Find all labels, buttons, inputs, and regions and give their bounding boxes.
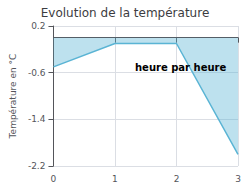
svg-text:0.2: 0.2 bbox=[31, 21, 45, 31]
svg-text:0: 0 bbox=[51, 174, 57, 184]
svg-text:Température en °C: Température en °C bbox=[8, 54, 18, 140]
svg-text:-1.4: -1.4 bbox=[28, 114, 46, 124]
svg-text:2: 2 bbox=[174, 174, 180, 184]
svg-text:-2.2: -2.2 bbox=[28, 161, 46, 171]
svg-text:3: 3 bbox=[235, 174, 241, 184]
svg-text:Evolution de la température: Evolution de la température bbox=[41, 6, 210, 20]
svg-text:heure par heure: heure par heure bbox=[135, 62, 226, 73]
svg-text:-0.6: -0.6 bbox=[28, 68, 46, 78]
svg-text:1: 1 bbox=[112, 174, 118, 184]
